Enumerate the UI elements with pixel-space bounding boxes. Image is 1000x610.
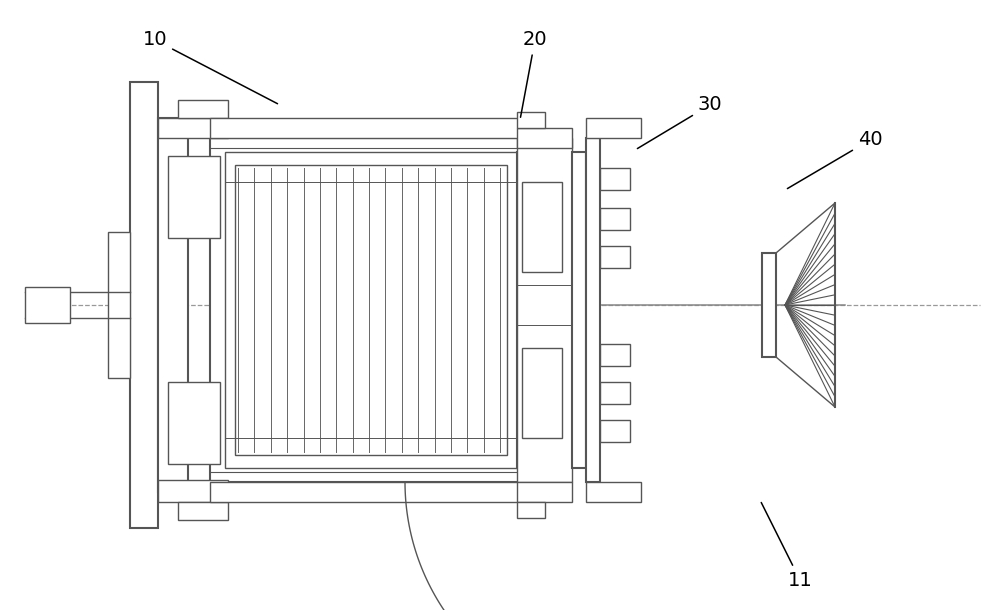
Bar (225, 152, 517, 468)
Bar (600, 420, 630, 442)
Text: 10: 10 (143, 30, 278, 104)
Text: 40: 40 (787, 131, 882, 188)
Bar (762, 253, 776, 357)
Bar (586, 138, 600, 482)
Bar (178, 502, 228, 520)
Bar (168, 382, 220, 464)
Text: 30: 30 (637, 96, 722, 149)
Bar (600, 344, 630, 366)
Bar (522, 182, 562, 272)
Bar (517, 138, 572, 482)
Text: 11: 11 (761, 503, 812, 589)
Bar (210, 138, 530, 482)
Text: 20: 20 (521, 30, 547, 117)
Bar (158, 118, 188, 492)
Bar (178, 100, 228, 118)
Bar (522, 348, 562, 438)
Bar (168, 156, 220, 238)
Bar (586, 118, 641, 138)
Bar (210, 118, 530, 138)
Bar (25, 287, 70, 323)
Bar (517, 152, 572, 468)
Bar (130, 82, 158, 528)
Bar (600, 208, 630, 230)
Bar (517, 502, 545, 518)
Bar (235, 165, 507, 455)
Bar (586, 482, 641, 502)
Bar (572, 152, 586, 468)
Bar (600, 168, 630, 190)
Bar (210, 482, 530, 502)
Bar (517, 128, 572, 148)
Bar (158, 480, 228, 502)
Bar (517, 482, 572, 502)
Bar (188, 407, 210, 452)
Bar (108, 232, 130, 378)
Bar (600, 382, 630, 404)
Bar (158, 118, 228, 138)
Bar (188, 168, 210, 203)
Bar (517, 112, 545, 128)
Bar (600, 246, 630, 268)
